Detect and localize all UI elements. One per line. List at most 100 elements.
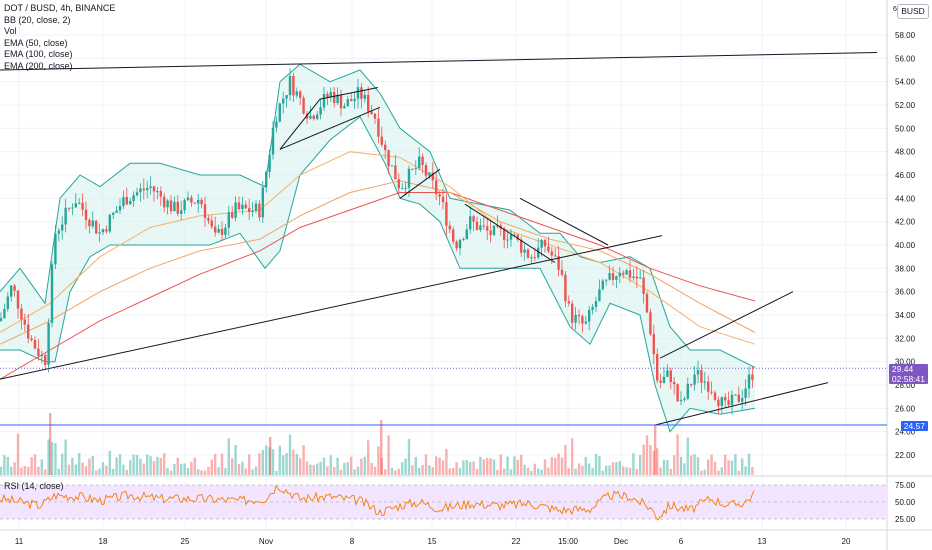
time-tick-label: 11	[15, 537, 24, 546]
candle-body	[526, 249, 530, 258]
candle-body	[50, 264, 54, 323]
volume-bar	[737, 470, 740, 475]
candle-body	[601, 280, 604, 290]
volume-bar	[258, 453, 261, 475]
volume-bar	[710, 454, 713, 475]
candle-body	[462, 238, 465, 240]
volume-bar	[530, 470, 533, 475]
candle-body	[285, 95, 288, 99]
volume-bar	[751, 467, 754, 475]
chart-legend: DOT / BUSD, 4h, BINANCE BB (20, close, 2…	[4, 3, 115, 73]
volume-bar	[271, 449, 275, 475]
candle-body	[455, 241, 458, 249]
volume-bar	[47, 439, 50, 475]
volume-bar	[152, 461, 156, 475]
time-tick-label: 25	[181, 537, 190, 546]
volume-bar	[305, 461, 309, 475]
candle-body	[108, 214, 111, 232]
candle-body	[214, 226, 217, 233]
candle-body	[724, 397, 727, 401]
candle-body	[407, 168, 411, 188]
volume-bar	[503, 468, 506, 475]
volume-bar	[115, 457, 118, 475]
candle-body	[598, 289, 601, 302]
volume-bar	[27, 466, 30, 475]
volume-bar	[662, 459, 666, 475]
candle-body	[615, 276, 618, 280]
trendline	[279, 98, 321, 150]
price-tick-label: 54.00	[895, 78, 916, 87]
candle-body	[367, 94, 370, 112]
volume-bar	[237, 463, 241, 475]
trendline	[0, 52, 878, 71]
candle-body	[605, 279, 608, 281]
candle-body	[564, 274, 567, 302]
candle-body	[16, 290, 20, 309]
candle-body	[47, 322, 50, 366]
volume-bar	[645, 435, 649, 475]
volume-bar	[560, 457, 564, 475]
volume-bar	[139, 458, 142, 475]
candle-body	[312, 115, 315, 120]
volume-bar	[696, 457, 700, 475]
volume-bar	[67, 464, 71, 475]
candle-body	[741, 397, 744, 402]
candle-body	[411, 168, 414, 170]
volume-bar	[387, 435, 390, 475]
volume-bar	[390, 467, 394, 475]
volume-bar	[557, 453, 560, 475]
volume-bar	[336, 457, 339, 475]
volume-bar	[292, 449, 295, 475]
candle-body	[302, 97, 305, 114]
volume-bar	[523, 464, 526, 475]
candle-body	[129, 201, 132, 205]
candle-body	[74, 203, 77, 208]
volume-bar	[741, 458, 744, 475]
volume-bar	[118, 454, 122, 475]
volume-bar	[367, 440, 370, 475]
candle-body	[554, 255, 557, 257]
volume-bar	[326, 466, 329, 475]
candle-body	[642, 277, 645, 294]
volume-bar	[322, 457, 326, 475]
bb-lower-line	[0, 115, 756, 433]
volume-bar	[248, 454, 251, 475]
candle-body	[662, 376, 666, 383]
candle-body	[217, 228, 220, 233]
candle-body	[360, 87, 363, 99]
volume-bar	[176, 457, 179, 475]
candle-body	[152, 186, 156, 192]
time-axis: 11 18 25 Nov 8 15 22 15:00 Dec 6 13 20	[15, 537, 851, 546]
candle-body	[424, 165, 428, 176]
bb-band	[0, 64, 755, 432]
candle-body	[547, 246, 550, 252]
time-tick-label: Nov	[259, 537, 273, 546]
bb-upper-line	[0, 63, 756, 368]
volume-bar	[452, 468, 455, 475]
volume-bar	[445, 448, 448, 475]
candle-body	[30, 338, 33, 341]
currency-button[interactable]: BUSD	[897, 4, 929, 19]
rsi-legend: RSI (14, close)	[4, 481, 64, 491]
candle-body	[118, 206, 122, 211]
volume-bar	[132, 454, 135, 475]
volume-bar	[173, 463, 176, 475]
candle-body	[271, 127, 275, 155]
volume-bar	[472, 461, 475, 475]
volume-bar	[370, 462, 373, 475]
volume-bar	[129, 460, 132, 475]
volume-bar	[156, 456, 159, 475]
volume-bar	[16, 433, 20, 475]
volume-bar	[611, 462, 615, 475]
candle-body	[441, 196, 445, 203]
volume-bar	[462, 460, 465, 475]
candle-body	[370, 111, 373, 114]
time-tick-label: 15	[428, 537, 437, 546]
candle-body	[503, 228, 506, 240]
volume-bar	[275, 470, 278, 475]
candle-body	[557, 256, 560, 270]
candle-body	[577, 314, 581, 317]
time-tick-label: 15:00	[558, 537, 579, 546]
